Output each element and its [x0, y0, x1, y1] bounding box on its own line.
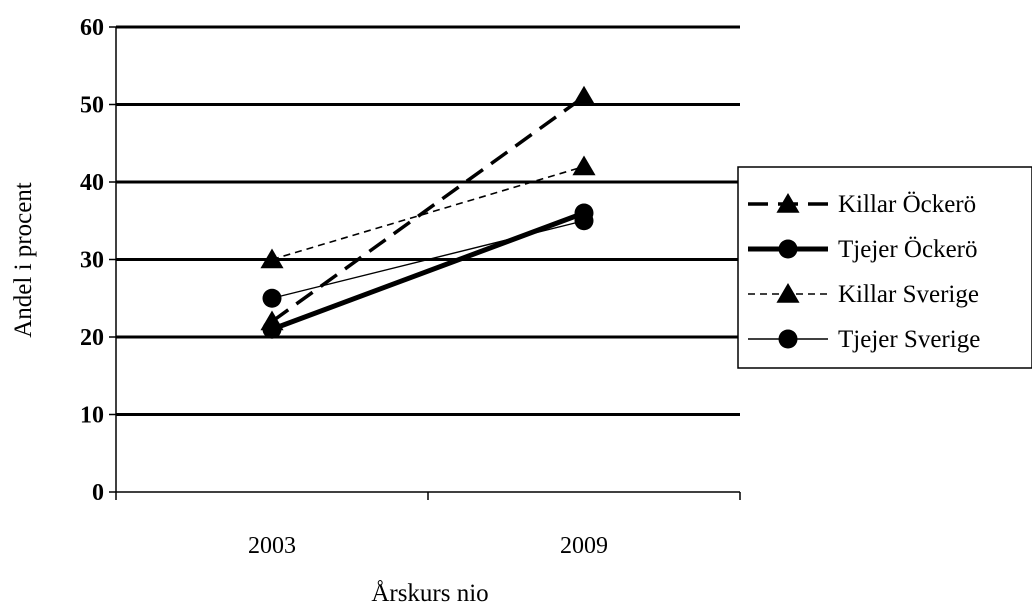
- series-lines: [260, 85, 596, 339]
- legend-label-0: Killar Öckerö: [838, 191, 976, 218]
- y-tick-label-20: 20: [80, 325, 104, 351]
- data-point-1-1: [574, 203, 594, 223]
- legend-label-3: Tjejer Sverige: [838, 326, 980, 353]
- axes: [109, 26, 741, 500]
- data-point-0-0: [260, 310, 284, 331]
- legend-swatch-marker-0: [776, 193, 800, 213]
- gridlines: [116, 25, 740, 416]
- y-tick-label-40: 40: [80, 170, 104, 196]
- legend-swatch-marker-2: [776, 283, 800, 303]
- series-line-2: [271, 165, 585, 261]
- legend-label-1: Tjejer Öckerö: [838, 236, 978, 263]
- legend-swatch-marker-1: [778, 239, 798, 259]
- x-tick-labels: 2003 2009: [248, 533, 608, 559]
- y-tick-label-60: 60: [80, 15, 104, 41]
- data-point-0-1: [572, 85, 596, 106]
- x-tick-label-2009: 2009: [560, 533, 608, 559]
- y-axis-title: Andel i procent: [10, 182, 37, 338]
- y-tick-label-0: 0: [92, 480, 104, 506]
- y-tick-label-50: 50: [80, 93, 104, 119]
- series-line-1: [271, 210, 585, 332]
- series-line-0: [270, 95, 586, 323]
- y-tick-label-30: 30: [80, 248, 104, 274]
- data-point-3-0: [262, 288, 282, 308]
- y-tick-label-10: 10: [80, 403, 104, 429]
- y-tick-labels: 0 10 20 30 40 50 60: [80, 15, 104, 506]
- legend-swatch-marker-3: [778, 329, 798, 349]
- legend-label-2: Killar Sverige: [838, 281, 979, 308]
- x-tick-label-2003: 2003: [248, 533, 296, 559]
- data-point-2-0: [260, 248, 284, 269]
- x-axis-title: Årskurs nio: [371, 580, 488, 607]
- data-point-2-1: [572, 155, 596, 176]
- legend: Killar Öckerö Tjejer Öckerö Killar Sverige…: [737, 166, 1032, 369]
